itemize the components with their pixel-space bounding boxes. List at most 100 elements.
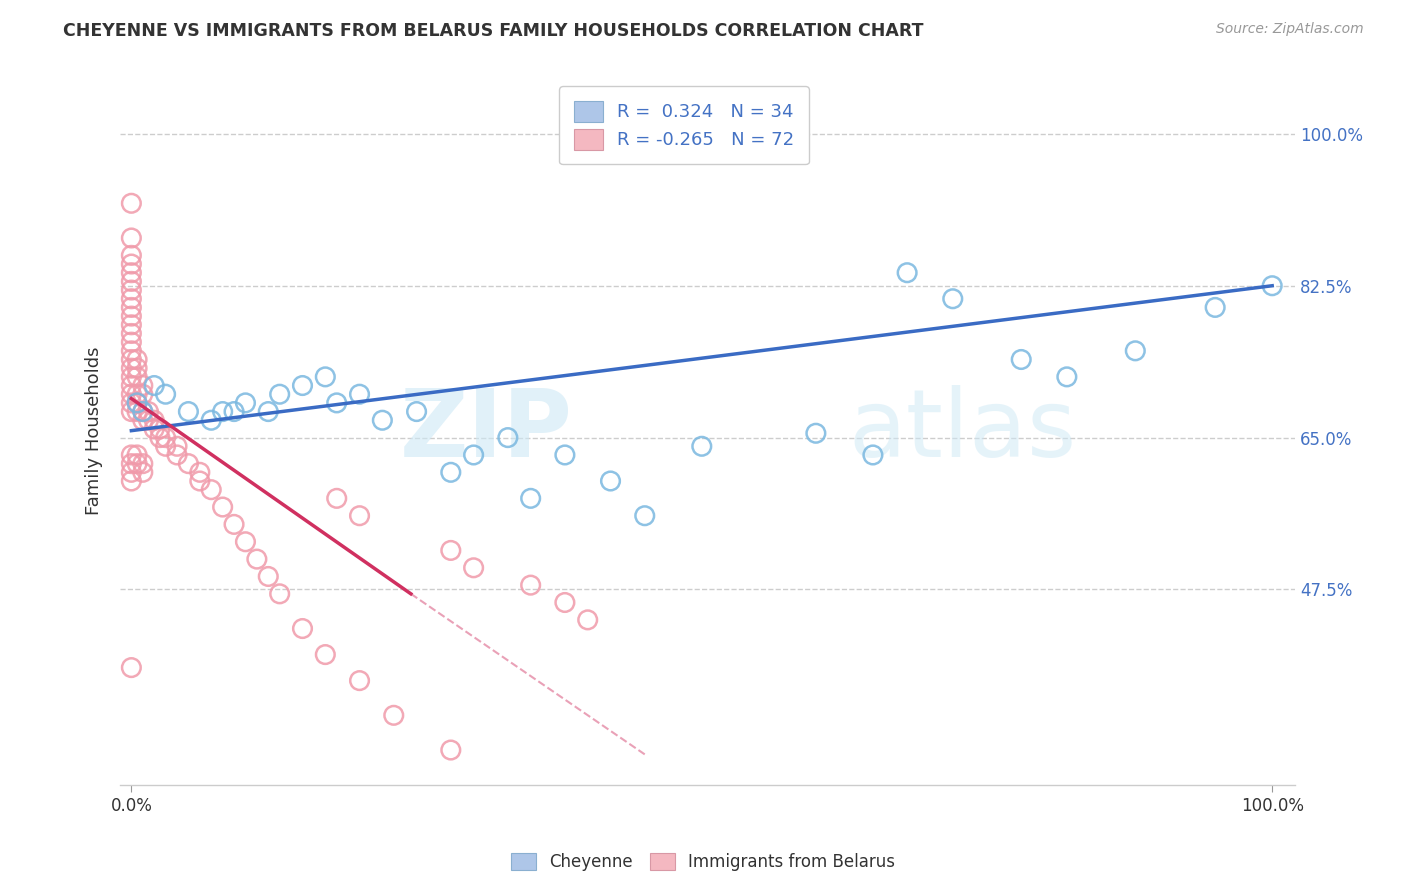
Point <box>120 474 142 488</box>
Point <box>138 413 160 427</box>
Point <box>440 543 463 558</box>
Point <box>177 404 200 418</box>
Point <box>120 274 142 288</box>
Point <box>257 569 280 583</box>
Point <box>120 387 142 401</box>
Point <box>125 404 148 418</box>
Point <box>132 378 155 392</box>
Point <box>519 578 541 592</box>
Text: CHEYENNE VS IMMIGRANTS FROM BELARUS FAMILY HOUSEHOLDS CORRELATION CHART: CHEYENNE VS IMMIGRANTS FROM BELARUS FAMI… <box>63 22 924 40</box>
Point <box>120 335 142 350</box>
Point <box>177 457 200 471</box>
Point <box>120 378 142 392</box>
Point <box>132 413 155 427</box>
Point <box>120 266 142 280</box>
Point <box>125 369 148 384</box>
Point <box>125 457 148 471</box>
Point <box>1010 352 1032 367</box>
Point <box>155 431 177 445</box>
Point <box>120 361 142 376</box>
Point <box>554 448 576 462</box>
Point <box>120 352 142 367</box>
Point <box>496 431 519 445</box>
Point <box>120 301 142 315</box>
Point <box>942 292 965 306</box>
Point <box>188 466 211 480</box>
Point <box>120 292 142 306</box>
Point <box>166 439 188 453</box>
Point <box>634 508 657 523</box>
Point <box>132 457 155 471</box>
Point <box>349 387 371 401</box>
Point <box>382 708 405 723</box>
Text: ZIP: ZIP <box>399 385 572 477</box>
Point <box>120 448 142 462</box>
Legend: R =  0.324   N = 34, R = -0.265   N = 72: R = 0.324 N = 34, R = -0.265 N = 72 <box>560 87 808 164</box>
Point <box>1056 369 1078 384</box>
Point <box>371 413 394 427</box>
Point <box>120 196 142 211</box>
Point <box>200 483 222 497</box>
Point <box>314 369 336 384</box>
Point <box>1204 301 1226 315</box>
Point <box>120 326 142 341</box>
Point <box>440 743 463 757</box>
Point <box>257 404 280 418</box>
Point <box>222 404 245 418</box>
Point <box>211 404 233 418</box>
Point <box>143 413 166 427</box>
Point <box>576 613 599 627</box>
Point <box>246 552 269 566</box>
Point <box>125 361 148 376</box>
Point <box>125 387 148 401</box>
Point <box>405 404 427 418</box>
Point <box>804 426 827 441</box>
Point <box>1123 343 1146 358</box>
Point <box>690 439 713 453</box>
Point <box>120 257 142 271</box>
Point <box>120 404 142 418</box>
Point <box>120 660 142 674</box>
Point <box>291 622 314 636</box>
Point <box>325 396 347 410</box>
Point <box>235 396 257 410</box>
Point <box>143 378 166 392</box>
Point <box>896 266 918 280</box>
Point <box>166 448 188 462</box>
Point <box>120 457 142 471</box>
Point <box>120 318 142 332</box>
Point <box>132 404 155 418</box>
Point <box>120 309 142 323</box>
Point <box>440 466 463 480</box>
Point <box>188 474 211 488</box>
Point <box>125 396 148 410</box>
Point <box>149 422 172 436</box>
Point <box>132 466 155 480</box>
Text: atlas: atlas <box>848 385 1077 477</box>
Point <box>132 387 155 401</box>
Point <box>222 517 245 532</box>
Point <box>125 352 148 367</box>
Point <box>211 500 233 514</box>
Point <box>149 431 172 445</box>
Point <box>314 648 336 662</box>
Point <box>155 387 177 401</box>
Point <box>155 439 177 453</box>
Point <box>125 396 148 410</box>
Point <box>269 387 291 401</box>
Point <box>519 491 541 506</box>
Point <box>120 466 142 480</box>
Point <box>862 448 884 462</box>
Point <box>132 404 155 418</box>
Point <box>138 404 160 418</box>
Point <box>120 248 142 262</box>
Point <box>349 508 371 523</box>
Point <box>349 673 371 688</box>
Y-axis label: Family Households: Family Households <box>86 347 103 516</box>
Text: Source: ZipAtlas.com: Source: ZipAtlas.com <box>1216 22 1364 37</box>
Point <box>120 396 142 410</box>
Point <box>463 561 485 575</box>
Point <box>325 491 347 506</box>
Point <box>120 369 142 384</box>
Point <box>554 595 576 609</box>
